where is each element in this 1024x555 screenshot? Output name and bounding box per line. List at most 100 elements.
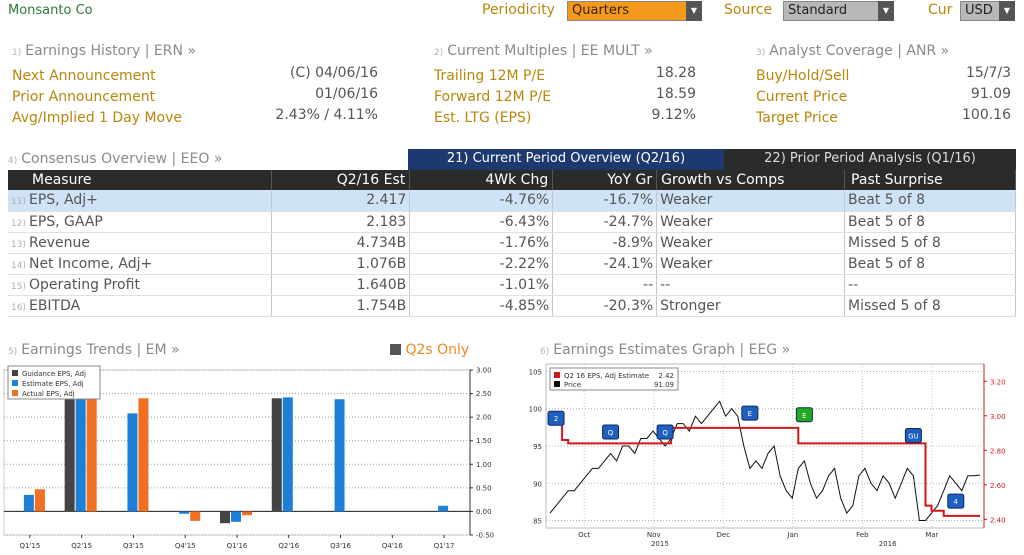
currency-select[interactable]: USD <box>960 1 1000 21</box>
change-cell: -6.43% <box>409 211 554 233</box>
right-tick-label: 2.40 <box>990 516 1006 524</box>
surprise-cell: Beat 5 of 8 <box>844 253 1016 275</box>
bar-actual-eps-adj <box>34 489 45 512</box>
current-price-row: Current Price 91.09 <box>756 86 1011 107</box>
q2-only-toggle[interactable]: Q2s Only <box>390 342 469 358</box>
y-tick-label: 2.50 <box>476 390 492 398</box>
column-header-growth-vs-comps[interactable]: Growth vs Comps <box>656 170 846 190</box>
periodicity-select[interactable]: Quarters <box>567 1 687 21</box>
bar-guidance-eps-adj <box>220 511 230 524</box>
earnings-graph-title[interactable]: 6) Earnings Estimates Graph | EEG » <box>540 342 790 358</box>
event-marker-label: 4 <box>954 498 959 506</box>
column-header-yoy-growth[interactable]: YoY Gr <box>552 170 658 190</box>
event-marker-label: E <box>748 410 752 418</box>
row-label: Est. LTG (EPS) <box>434 110 532 126</box>
forward-pe-row: Forward 12M P/E 18.59 <box>434 86 696 107</box>
row-label: Next Announcement <box>12 68 156 84</box>
table-row[interactable]: 15) Operating Profit 1.640B -1.01% -- -- … <box>8 274 1016 296</box>
legend-swatch <box>554 372 560 378</box>
row-number: 11) <box>11 197 26 208</box>
table-row[interactable]: 16) EBITDA 1.754B -4.85% -20.3% Stronger … <box>8 295 1016 317</box>
table-header-row: Measure Q2/16 Est 4Wk Chg YoY Gr Growth … <box>8 170 1016 190</box>
x-tick-label: Feb <box>856 531 869 539</box>
column-header-estimate[interactable]: Q2/16 Est <box>271 170 411 190</box>
event-marker <box>602 424 620 440</box>
earnings-history-section: 1) Earnings History | ERN » Next Announce… <box>12 43 378 128</box>
growth-cell: Weaker <box>656 211 846 233</box>
row-label: Target Price <box>756 110 838 126</box>
table-row[interactable]: 13) Revenue 4.734B -1.76% -8.9% Weaker Mi… <box>8 232 1016 254</box>
measure-name: EPS, Adj+ <box>28 192 98 209</box>
event-marker-label: Q <box>608 429 614 437</box>
measure-name: Net Income, Adj+ <box>28 255 153 272</box>
bar-estimate-eps-adj <box>75 372 86 512</box>
x-tick-label: Q4'16 <box>382 542 403 550</box>
earnings-trends-title[interactable]: 5) Earnings Trends | EM » <box>8 342 180 358</box>
x-tick-label: Oct <box>578 531 590 539</box>
yoy-cell: -24.7% <box>552 211 658 233</box>
table-row[interactable]: 14) Net Income, Adj+ 1.076B -2.22% -24.1%… <box>8 253 1016 275</box>
currency-chevron-down-icon[interactable]: ▼ <box>999 1 1015 21</box>
row-label: Forward 12M P/E <box>434 89 552 105</box>
bar-actual-eps-adj <box>86 373 97 512</box>
section-title-text: Earnings Estimates Graph | EEG » <box>553 342 791 358</box>
change-cell: -1.01% <box>409 274 554 296</box>
y-tick-label: 0.00 <box>476 508 492 516</box>
tab-current-period[interactable]: 21) Current Period Overview (Q2/16) <box>408 149 724 170</box>
row-value: (C) 04/06/16 <box>289 65 378 81</box>
measure-cell: 12) EPS, GAAP <box>8 211 273 233</box>
surprise-cell: Beat 5 of 8 <box>844 190 1016 212</box>
company-name: Monsanto Co <box>8 3 93 18</box>
measure-cell: 16) EBITDA <box>8 295 273 317</box>
bar-estimate-eps-adj <box>179 511 190 514</box>
legend-value: 2.42 <box>658 372 674 380</box>
table-row[interactable]: 11) EPS, Adj+ 2.417 -4.76% -16.7% Weaker … <box>8 190 1016 212</box>
row-number: 13) <box>11 239 26 250</box>
column-header-past-surprise[interactable]: Past Surprise <box>844 170 1016 190</box>
measure-cell: 11) EPS, Adj+ <box>8 190 273 212</box>
y-tick-label: 2.00 <box>476 414 492 422</box>
section-title-text: Earnings History | ERN » <box>25 43 196 59</box>
periodicity-chevron-down-icon[interactable]: ▼ <box>686 1 702 21</box>
event-marker-label: E <box>802 412 806 420</box>
x-tick-label: Jan <box>786 531 798 539</box>
source-select[interactable]: Standard <box>783 1 879 21</box>
row-value: 2.43% / 4.11% <box>275 107 378 123</box>
section-title-text: Current Multiples | EE MULT » <box>447 43 653 59</box>
bar-actual-eps-adj <box>190 511 201 521</box>
row-value: 100.16 <box>962 107 1011 123</box>
column-header-4wk-change[interactable]: 4Wk Chg <box>409 170 554 190</box>
bar-estimate-eps-adj <box>231 511 241 522</box>
bar-guidance-eps-adj <box>271 398 282 512</box>
right-tick-label: 3.00 <box>990 413 1006 421</box>
q2-only-label: Q2s Only <box>405 342 470 358</box>
x-tick-label: Q3'15 <box>123 542 144 550</box>
analyst-coverage-title[interactable]: 3) Analyst Coverage | ANR » <box>756 43 1011 63</box>
source-chevron-down-icon[interactable]: ▼ <box>878 1 894 21</box>
periodicity-label: Periodicity <box>482 2 555 18</box>
left-tick-label: 85 <box>533 518 542 526</box>
section-title-text: Earnings Trends | EM » <box>21 342 180 358</box>
column-header-measure[interactable]: Measure <box>8 170 273 190</box>
legend-swatch <box>554 381 560 387</box>
growth-cell: -- <box>656 274 846 296</box>
legend-swatch <box>12 380 18 386</box>
legend-label: Estimate EPS, Adj <box>22 380 84 388</box>
prior-announcement-row: Prior Announcement 01/06/16 <box>12 86 378 107</box>
bar-estimate-eps-adj <box>438 505 449 512</box>
section-number: 2) <box>434 48 444 58</box>
yoy-cell: -20.3% <box>552 295 658 317</box>
table-row[interactable]: 12) EPS, GAAP 2.183 -6.43% -24.7% Weaker … <box>8 211 1016 233</box>
measure-cell: 15) Operating Profit <box>8 274 273 296</box>
section-number: 4) <box>8 156 18 166</box>
current-multiples-section: 2) Current Multiples | EE MULT » Trailing… <box>434 43 696 128</box>
consensus-overview-title[interactable]: 4) Consensus Overview | EEO » <box>8 151 222 167</box>
section-number: 3) <box>756 48 766 58</box>
price-line <box>549 400 981 521</box>
current-multiples-title[interactable]: 2) Current Multiples | EE MULT » <box>434 43 696 63</box>
surprise-cell: Beat 5 of 8 <box>844 211 1016 233</box>
surprise-cell: -- <box>844 274 1016 296</box>
earnings-history-title[interactable]: 1) Earnings History | ERN » <box>12 43 378 63</box>
tab-prior-period[interactable]: 22) Prior Period Analysis (Q1/16) <box>724 149 1016 170</box>
y-tick-label: 0.50 <box>476 484 492 492</box>
